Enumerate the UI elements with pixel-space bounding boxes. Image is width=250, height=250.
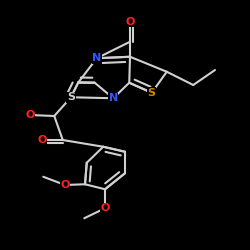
Text: O: O <box>37 135 46 145</box>
Text: N: N <box>92 53 102 63</box>
Text: S: S <box>148 88 156 98</box>
Text: O: O <box>100 203 110 213</box>
Text: O: O <box>25 110 35 120</box>
Text: O: O <box>60 180 70 190</box>
Text: S: S <box>67 92 75 102</box>
Text: N: N <box>108 93 118 103</box>
Text: O: O <box>125 17 135 27</box>
